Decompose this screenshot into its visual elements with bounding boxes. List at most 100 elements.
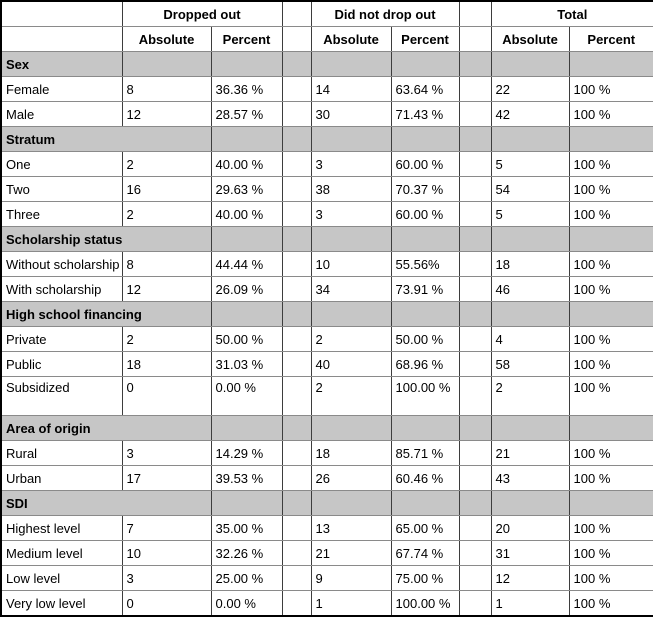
section-empty-cell bbox=[282, 490, 312, 516]
cell-notdropped-absolute: 14 bbox=[311, 76, 392, 102]
cell-dropped-absolute: 3 bbox=[122, 440, 212, 466]
sub-header-row: Absolute Percent Absolute Percent Absolu… bbox=[1, 26, 653, 52]
cell-total-absolute: 5 bbox=[491, 201, 570, 227]
gap-cell bbox=[282, 376, 312, 416]
cell-dropped-absolute: 0 bbox=[122, 376, 212, 416]
cell-notdropped-absolute: 3 bbox=[311, 151, 392, 177]
cell-total-percent: 100 % bbox=[569, 151, 653, 177]
cell-notdropped-absolute: 34 bbox=[311, 276, 392, 302]
cell-notdropped-absolute: 26 bbox=[311, 465, 392, 491]
cell-dropped-absolute: 8 bbox=[122, 251, 212, 277]
cell-notdropped-percent: 71.43 % bbox=[391, 101, 460, 127]
section-empty-cell bbox=[311, 51, 392, 77]
section-title: Scholarship status bbox=[1, 226, 212, 252]
section-empty-cell bbox=[211, 490, 283, 516]
gap-cell bbox=[459, 326, 492, 352]
cell-total-absolute: 43 bbox=[491, 465, 570, 491]
cell-total-absolute: 54 bbox=[491, 176, 570, 202]
cell-total-percent: 100 % bbox=[569, 515, 653, 541]
row-label: Private bbox=[1, 326, 123, 352]
cell-total-absolute: 21 bbox=[491, 440, 570, 466]
data-row: Public 18 31.03 % 40 68.96 % 58 100 % bbox=[1, 351, 653, 377]
group-header-dropped-out: Dropped out bbox=[122, 1, 283, 27]
gap-cell bbox=[459, 590, 492, 617]
cell-notdropped-absolute: 40 bbox=[311, 351, 392, 377]
section-empty-cell bbox=[569, 51, 653, 77]
section-empty-cell bbox=[311, 126, 392, 152]
cell-dropped-absolute: 16 bbox=[122, 176, 212, 202]
cell-notdropped-percent: 60.00 % bbox=[391, 201, 460, 227]
data-row: Urban 17 39.53 % 26 60.46 % 43 100 % bbox=[1, 465, 653, 491]
cell-notdropped-absolute: 9 bbox=[311, 565, 392, 591]
cell-total-percent: 100 % bbox=[569, 440, 653, 466]
section-empty-cell bbox=[569, 226, 653, 252]
cell-total-percent: 100 % bbox=[569, 590, 653, 617]
cell-dropped-percent: 0.00 % bbox=[211, 590, 283, 617]
gap-cell bbox=[459, 376, 492, 416]
gap-cell bbox=[282, 440, 312, 466]
gap-cell bbox=[282, 26, 312, 52]
section-empty-cell bbox=[459, 126, 492, 152]
cell-dropped-absolute: 10 bbox=[122, 540, 212, 566]
row-label: Without scholarship bbox=[1, 251, 123, 277]
section-empty-cell bbox=[282, 51, 312, 77]
gap-cell bbox=[282, 1, 312, 27]
cell-dropped-percent: 44.44 % bbox=[211, 251, 283, 277]
cell-total-absolute: 1 bbox=[491, 590, 570, 617]
header-notdropped-absolute: Absolute bbox=[311, 26, 392, 52]
cell-total-percent: 100 % bbox=[569, 540, 653, 566]
row-label: Three bbox=[1, 201, 123, 227]
cell-dropped-percent: 50.00 % bbox=[211, 326, 283, 352]
section-empty-cell bbox=[459, 51, 492, 77]
header-total-percent: Percent bbox=[569, 26, 653, 52]
cell-total-percent: 100 % bbox=[569, 565, 653, 591]
cell-total-absolute: 2 bbox=[491, 376, 570, 416]
section-empty-cell bbox=[211, 126, 283, 152]
cell-dropped-percent: 40.00 % bbox=[211, 201, 283, 227]
section-empty-cell bbox=[282, 226, 312, 252]
cell-notdropped-percent: 68.96 % bbox=[391, 351, 460, 377]
section-empty-cell bbox=[491, 301, 570, 327]
corner-cell bbox=[1, 26, 123, 52]
section-empty-cell bbox=[569, 301, 653, 327]
row-label: With scholarship bbox=[1, 276, 123, 302]
cell-total-percent: 100 % bbox=[569, 101, 653, 127]
section-title: Stratum bbox=[1, 126, 212, 152]
gap-cell bbox=[459, 440, 492, 466]
section-empty-cell bbox=[391, 490, 460, 516]
data-row: Medium level 10 32.26 % 21 67.74 % 31 100 % bbox=[1, 540, 653, 566]
cell-notdropped-percent: 100.00 % bbox=[391, 590, 460, 617]
gap-cell bbox=[282, 76, 312, 102]
section-empty-cell bbox=[311, 226, 392, 252]
cell-notdropped-percent: 70.37 % bbox=[391, 176, 460, 202]
cell-total-percent: 100 % bbox=[569, 351, 653, 377]
row-label: Public bbox=[1, 351, 123, 377]
row-label: Male bbox=[1, 101, 123, 127]
cell-notdropped-absolute: 1 bbox=[311, 590, 392, 617]
cell-dropped-percent: 0.00 % bbox=[211, 376, 283, 416]
section-empty-cell bbox=[569, 126, 653, 152]
cell-dropped-absolute: 18 bbox=[122, 351, 212, 377]
cell-notdropped-percent: 100.00 % bbox=[391, 376, 460, 416]
section-empty-cell bbox=[491, 490, 570, 516]
cell-total-percent: 100 % bbox=[569, 376, 653, 416]
cell-notdropped-percent: 85.71 % bbox=[391, 440, 460, 466]
cell-total-percent: 100 % bbox=[569, 326, 653, 352]
cell-notdropped-absolute: 21 bbox=[311, 540, 392, 566]
gap-cell bbox=[282, 201, 312, 227]
data-row: Private 2 50.00 % 2 50.00 % 4 100 % bbox=[1, 326, 653, 352]
cell-notdropped-percent: 73.91 % bbox=[391, 276, 460, 302]
section-empty-cell bbox=[211, 301, 283, 327]
data-row: Rural 3 14.29 % 18 85.71 % 21 100 % bbox=[1, 440, 653, 466]
cell-dropped-absolute: 8 bbox=[122, 76, 212, 102]
section-empty-cell bbox=[459, 226, 492, 252]
section-row: Area of origin bbox=[1, 415, 653, 441]
cell-total-absolute: 5 bbox=[491, 151, 570, 177]
cell-dropped-absolute: 12 bbox=[122, 276, 212, 302]
cell-notdropped-absolute: 18 bbox=[311, 440, 392, 466]
row-label: Two bbox=[1, 176, 123, 202]
data-row: Female 8 36.36 % 14 63.64 % 22 100 % bbox=[1, 76, 653, 102]
corner-cell bbox=[1, 1, 123, 27]
gap-cell bbox=[282, 251, 312, 277]
